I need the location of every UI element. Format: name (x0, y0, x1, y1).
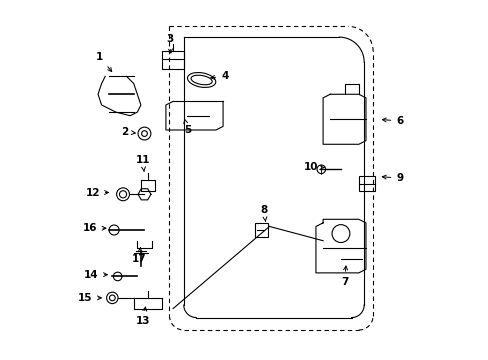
Text: 17: 17 (132, 248, 146, 264)
Text: 13: 13 (135, 307, 150, 326)
Text: 2: 2 (121, 127, 135, 137)
Text: 14: 14 (84, 270, 107, 280)
Text: 6: 6 (382, 116, 403, 126)
Text: 11: 11 (135, 156, 150, 171)
Text: 16: 16 (83, 223, 106, 233)
Text: 9: 9 (382, 173, 403, 183)
Text: 12: 12 (85, 188, 108, 198)
Text: 4: 4 (210, 71, 228, 81)
Text: 8: 8 (260, 205, 267, 221)
Text: 15: 15 (78, 293, 101, 303)
Text: 1: 1 (96, 52, 111, 72)
Text: 7: 7 (340, 266, 347, 287)
Text: 10: 10 (303, 162, 323, 172)
Text: 3: 3 (165, 34, 173, 53)
Text: 5: 5 (183, 119, 191, 135)
